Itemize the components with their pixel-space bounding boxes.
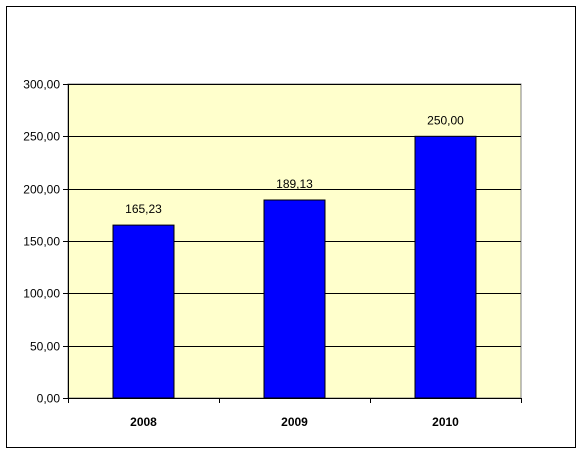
y-tick-label: 100,00: [23, 287, 60, 301]
x-tick-label: 2010: [432, 415, 459, 429]
bar-2009: [263, 199, 326, 399]
y-axis: 0,00 50,00 100,00 150,00 200,00 250,00 300,00: [23, 78, 69, 406]
data-label-2008: 165,23: [125, 202, 162, 216]
y-tick-label: 150,00: [23, 235, 60, 249]
data-labels: 165,23 189,13 250,00: [125, 113, 464, 216]
y-tick-label: 0,00: [37, 392, 61, 406]
x-tick-label: 2009: [281, 415, 308, 429]
data-label-2010: 250,00: [427, 113, 464, 127]
bar-2008: [112, 224, 175, 399]
bars: [112, 135, 477, 399]
x-axis: 2008 2009 2010: [68, 398, 522, 429]
y-tick-label: 250,00: [23, 130, 60, 144]
y-tick-label: 300,00: [23, 78, 60, 92]
bar-2010: [414, 135, 477, 399]
data-label-2009: 189,13: [276, 177, 313, 191]
y-tick-label: 50,00: [30, 340, 60, 354]
y-tick-label: 200,00: [23, 183, 60, 197]
x-tick-label: 2008: [130, 415, 157, 429]
